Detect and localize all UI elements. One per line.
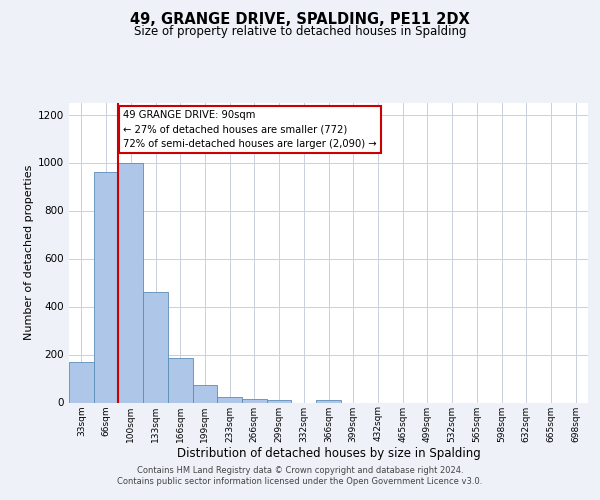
Bar xyxy=(69,362,94,403)
Bar xyxy=(94,172,118,402)
Bar xyxy=(316,400,341,402)
Text: 49, GRANGE DRIVE, SPALDING, PE11 2DX: 49, GRANGE DRIVE, SPALDING, PE11 2DX xyxy=(130,12,470,28)
Bar xyxy=(118,162,143,402)
Bar xyxy=(143,292,168,403)
Text: Size of property relative to detached houses in Spalding: Size of property relative to detached ho… xyxy=(134,25,466,38)
Y-axis label: Number of detached properties: Number of detached properties xyxy=(24,165,34,340)
Bar xyxy=(217,396,242,402)
Text: Contains HM Land Registry data © Crown copyright and database right 2024.: Contains HM Land Registry data © Crown c… xyxy=(137,466,463,475)
X-axis label: Distribution of detached houses by size in Spalding: Distribution of detached houses by size … xyxy=(176,447,481,460)
Bar xyxy=(168,358,193,403)
Bar xyxy=(242,399,267,402)
Bar xyxy=(267,400,292,402)
Text: 49 GRANGE DRIVE: 90sqm
← 27% of detached houses are smaller (772)
72% of semi-de: 49 GRANGE DRIVE: 90sqm ← 27% of detached… xyxy=(124,110,377,150)
Bar xyxy=(193,384,217,402)
Text: Contains public sector information licensed under the Open Government Licence v3: Contains public sector information licen… xyxy=(118,477,482,486)
